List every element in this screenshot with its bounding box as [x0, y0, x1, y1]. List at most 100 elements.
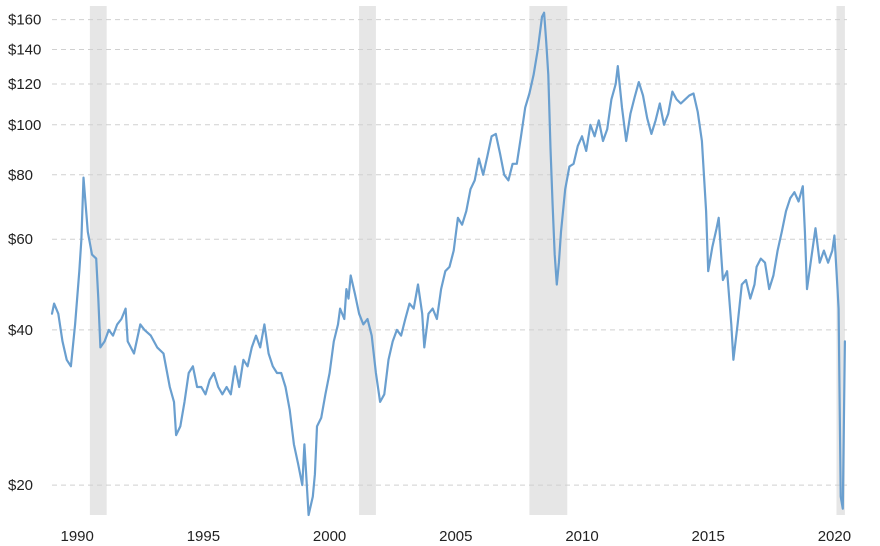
data-point	[138, 322, 143, 327]
data-point	[90, 252, 95, 257]
data-point	[788, 196, 793, 201]
y-tick-label: $20	[8, 477, 33, 494]
data-point	[245, 364, 250, 369]
data-point	[748, 296, 753, 301]
data-point	[216, 385, 221, 390]
data-point	[443, 269, 448, 274]
data-point	[460, 222, 465, 227]
data-point	[649, 131, 654, 136]
data-point	[369, 333, 374, 338]
data-point	[584, 148, 589, 153]
data-point	[563, 187, 568, 192]
data-point	[720, 278, 725, 283]
data-point	[186, 371, 191, 376]
data-point	[763, 260, 768, 265]
data-point	[203, 392, 208, 397]
data-point	[716, 215, 721, 220]
data-point	[645, 116, 650, 121]
data-point	[729, 322, 734, 327]
data-point	[241, 357, 246, 362]
data-point	[228, 392, 233, 397]
data-point	[691, 91, 696, 96]
y-tick-label: $60	[8, 231, 33, 248]
data-point	[291, 442, 296, 447]
data-point	[237, 385, 242, 390]
data-point	[174, 433, 179, 438]
data-point	[838, 494, 843, 499]
data-point	[142, 327, 147, 332]
x-tick-label: 1990	[61, 528, 94, 545]
y-axis-tick-labels: $20 $40 $60 $80 $100 $120 $140 $160	[8, 12, 41, 495]
data-point	[211, 371, 216, 376]
y-tick-label: $100	[8, 117, 41, 134]
data-point	[336, 322, 341, 327]
data-point	[813, 226, 818, 231]
x-tick-label: 1995	[187, 528, 220, 545]
data-point	[657, 101, 662, 106]
data-point	[132, 351, 137, 356]
data-point	[319, 415, 324, 420]
data-point	[802, 229, 807, 234]
y-tick-label: $80	[8, 167, 33, 184]
data-point	[94, 256, 99, 261]
data-point	[758, 256, 763, 261]
data-point	[85, 229, 90, 234]
data-point	[653, 118, 658, 123]
data-point	[805, 287, 810, 292]
data-point	[544, 39, 549, 44]
data-point	[386, 357, 391, 362]
data-point	[739, 282, 744, 287]
data-point	[472, 178, 477, 183]
data-point	[493, 131, 498, 136]
recession-band-1	[89, 6, 107, 515]
data-point	[666, 111, 671, 116]
data-point	[809, 256, 814, 261]
data-point	[826, 260, 831, 265]
data-point	[79, 237, 84, 242]
data-point	[283, 385, 288, 390]
data-point	[731, 357, 736, 362]
data-point	[148, 333, 153, 338]
data-point	[498, 151, 503, 156]
data-point	[596, 118, 601, 123]
data-point	[601, 139, 606, 144]
data-point	[683, 97, 688, 102]
y-tick-label: $120	[8, 76, 41, 93]
data-point	[155, 345, 160, 350]
data-point	[258, 345, 263, 350]
data-point	[796, 199, 801, 204]
data-point	[111, 333, 116, 338]
recession-band-4	[836, 6, 845, 515]
data-point	[327, 371, 332, 376]
recession-band-2	[359, 6, 376, 515]
data-point	[792, 190, 797, 195]
data-point	[476, 156, 481, 161]
data-point	[422, 345, 427, 350]
data-point	[571, 161, 576, 166]
data-point	[523, 105, 528, 110]
data-point	[348, 273, 353, 278]
data-point	[554, 282, 559, 287]
data-point	[96, 296, 101, 301]
data-point	[455, 215, 460, 220]
data-point	[382, 392, 387, 397]
data-point	[548, 146, 553, 151]
data-point	[81, 175, 86, 180]
data-point	[378, 399, 383, 404]
data-point	[502, 172, 507, 177]
data-point	[310, 494, 315, 499]
data-point	[220, 392, 225, 397]
data-point	[199, 385, 204, 390]
y-tick-label: $160	[8, 12, 41, 29]
data-point	[300, 483, 305, 488]
data-point	[609, 97, 614, 102]
data-point	[224, 385, 229, 390]
data-point	[106, 327, 111, 332]
data-point	[641, 93, 646, 98]
data-point	[270, 364, 275, 369]
data-point	[279, 371, 284, 376]
data-point	[172, 399, 177, 404]
data-point	[674, 97, 679, 102]
data-point	[546, 72, 551, 77]
price-series	[50, 11, 846, 517]
